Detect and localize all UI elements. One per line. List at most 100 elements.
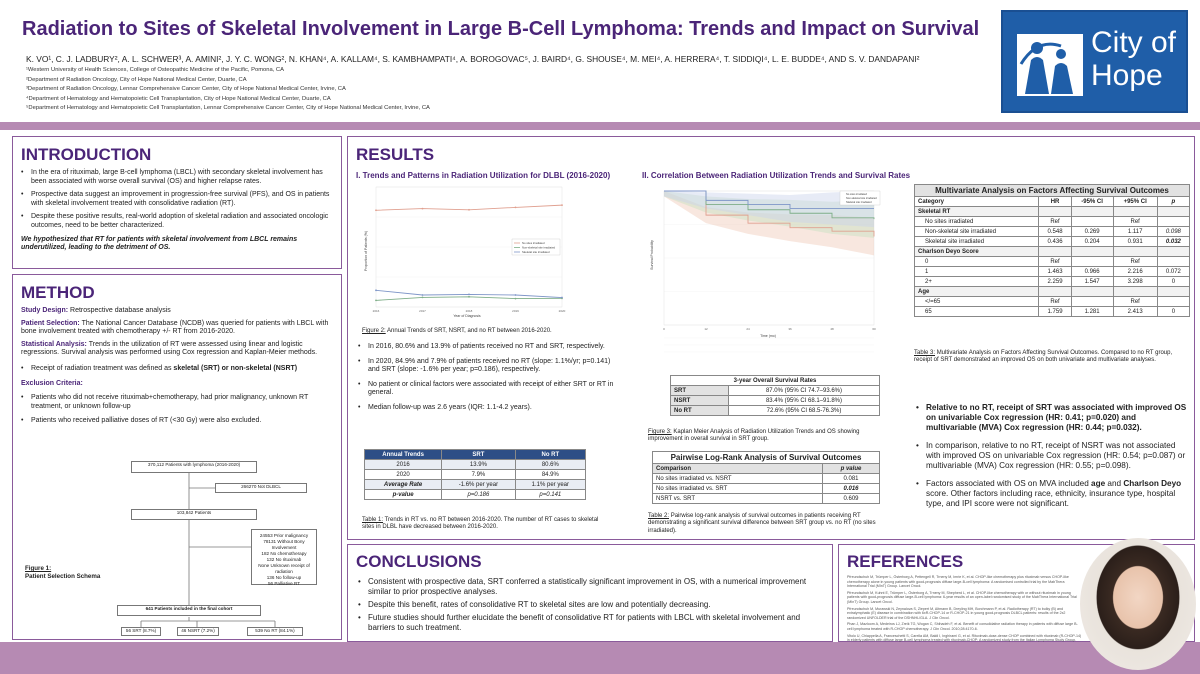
fig2-y-label: Proportion of Patients (%) (364, 231, 368, 271)
mva-header: +95% CI (1112, 196, 1158, 207)
fig2-point (514, 297, 517, 300)
fig3-legend-1: No sites irradiated (846, 192, 867, 196)
logo-line-1: City of (1091, 26, 1177, 59)
t1-cell: 13.9% (441, 459, 516, 470)
fig3-legend (839, 190, 881, 206)
mva-cell: </=65 (913, 296, 1040, 307)
mva-row: 1 1.463 0.966 2.216 0.072 (913, 266, 1191, 277)
fig2-point (514, 206, 517, 209)
exclusion-item: Patients who did not receive rituximab+c… (21, 394, 333, 411)
poster-title: Radiation to Sites of Skeletal Involveme… (22, 18, 980, 40)
mva-cell: 0 (1156, 306, 1191, 317)
t1-cell: -1.6% per year (441, 479, 516, 490)
mva-cell: 65 (913, 306, 1040, 317)
affiliation-2: ²Department of Radiation Oncology, City … (26, 76, 247, 83)
mva-row: 65 1.759 1.281 2.413 0 (913, 306, 1191, 317)
mva-cell: 0.072 (1156, 266, 1191, 277)
reference-item: Pfreundschuh M, Murawski N, Zeynalova S,… (847, 606, 1066, 620)
surv-cell: 87.0% (95% CI 74.7–93.6%) (728, 385, 880, 396)
mva-cell: 1 (913, 266, 1040, 277)
hypothesis: We hypothesized that RT for patients wit… (21, 235, 298, 252)
fig2-x-tick: 2016 (373, 309, 380, 313)
bottom-divider-band (0, 642, 1200, 674)
flow-exclusion: 132 No rituximab (266, 557, 302, 562)
receipt-definition: Receipt of radiation treatment was defin… (21, 365, 333, 374)
survival-rates-table: 3-year Overall Survival Rates SRT 87.0% (… (670, 375, 880, 416)
mva-row: </=65 Ref Ref (913, 296, 1191, 307)
mva-cell (1038, 246, 1072, 257)
fig2-point (375, 299, 377, 302)
survival-table-title: 3-year Overall Survival Rates (670, 375, 880, 386)
mva-cell: Non-skeletal site irradiated (913, 226, 1040, 237)
fig3-y-label: Survival Probability (650, 240, 654, 270)
method-panel: METHOD Study Design: Retrospective datab… (12, 274, 342, 640)
mva-cell (1112, 286, 1158, 297)
flow-box-srt: 56 SRT (8.7%) (121, 627, 161, 636)
author-list: K. VO¹, C. J. LADBURY², A. L. SCHWER³, A… (26, 54, 920, 64)
fig3-x-label: Time (mo) (760, 334, 776, 338)
fig2-point (468, 295, 470, 298)
fig2-legend-3: Skeletal site irradiated (522, 250, 550, 254)
intro-bullet: Prospective data suggest an improvement … (21, 191, 331, 208)
mva-header: HR (1038, 196, 1072, 207)
fig2-point (561, 204, 563, 207)
mva-cell: Ref (1112, 256, 1158, 267)
reference-item: Pfreundschuh M, Kuhnt E, Trümper L, Öste… (847, 590, 1077, 604)
figure1-caption: Figure 1: Patient Selection Schema (25, 565, 101, 580)
study-design: Retrospective database analysis (70, 307, 171, 314)
flow-box-lbcl: 103,842 Patients (131, 509, 257, 520)
results-panel: RESULTS I. Trends and Patterns in Radiat… (347, 136, 1195, 540)
logrank-header: p value (821, 463, 881, 474)
mva-cell (1070, 256, 1114, 267)
mva-cell (1112, 246, 1158, 257)
mva-cell: 0.436 (1038, 236, 1072, 247)
reference-item: Pfreundschuh M, Trümper L, Österborg A, … (847, 575, 1069, 589)
mva-cell (1038, 286, 1072, 297)
t1-header: SRT (441, 449, 516, 460)
statistical-analysis-label: Statistical Analysis: (21, 340, 87, 348)
mva-cell: Ref (1038, 216, 1072, 227)
conclusions-heading: CONCLUSIONS (356, 552, 482, 571)
flow-box-not-dlbcl: 266270 Not DLBCL (215, 483, 307, 493)
mva-cell: Skeletal site irradiated (913, 236, 1040, 247)
fig2-point (468, 208, 470, 211)
annual-trends-table: Annual Trends SRT No RT 2016 13.9% 80.6% 2… (363, 449, 587, 500)
t1-cell: 2016 (363, 459, 443, 470)
mva-cell: Skeletal RT (913, 206, 1040, 217)
surv-cell: SRT (670, 385, 729, 396)
mva-cell (1156, 296, 1191, 307)
mva-cell (1070, 296, 1114, 307)
mva-cell: Charlson Deyo Score (913, 246, 1040, 257)
patient-selection: The National Cancer Database (NCDB) was … (21, 319, 329, 336)
mva-row: Charlson Deyo Score (913, 246, 1191, 257)
fig2-point (421, 296, 424, 299)
exclusion-item: Patients who received palliative doses o… (21, 417, 333, 426)
t1-cell: p-value (363, 489, 443, 500)
mva-cell (1156, 286, 1191, 297)
city-of-hope-logo: City of Hope (1001, 10, 1188, 113)
fig3-x-tick: 12 (704, 327, 708, 331)
results-bullet: In 2020, 84.9% and 7.9% of patients rece… (358, 358, 616, 375)
logrank-title: Pairwise Log-Rank Analysis of Survival O… (652, 451, 880, 464)
logrank-cell: NSRT vs. SRT (652, 493, 823, 504)
introduction-heading: INTRODUCTION (21, 145, 152, 164)
intro-bullet: In the era of rituximab, large B-cell ly… (21, 169, 331, 186)
mva-row: Non-skeletal site irradiated 0.548 0.269 1.… (913, 226, 1191, 237)
logrank-cell: No sites irradiated vs. SRT (652, 483, 823, 494)
mva-cell: 0.204 (1070, 236, 1114, 247)
logo-line-2: Hope (1091, 59, 1163, 92)
mva-cell: 1.281 (1070, 306, 1114, 317)
patient-selection-label: Patient Selection: (21, 319, 80, 327)
fig2-point (421, 294, 424, 296)
mva-cell: 0.548 (1038, 226, 1072, 237)
logrank-header: Comparison (652, 463, 823, 474)
fig3-x-tick: 36 (788, 327, 792, 331)
mva-cell (1156, 246, 1191, 257)
mva-cell (1070, 206, 1114, 217)
key-finding-srt: Relative to no RT, receipt of SRT was as… (916, 403, 1188, 433)
figure2-caption: Figure 2: Annual Trends of SRT, NSRT, an… (362, 328, 552, 334)
logrank-cell: 0.016 (821, 483, 881, 494)
flow-exclusion: 24553 Prior malignancy (259, 533, 309, 538)
logo-text: City of Hope (1091, 26, 1176, 92)
mva-title: Multivariate Analysis on Factors Affecti… (914, 184, 1190, 197)
